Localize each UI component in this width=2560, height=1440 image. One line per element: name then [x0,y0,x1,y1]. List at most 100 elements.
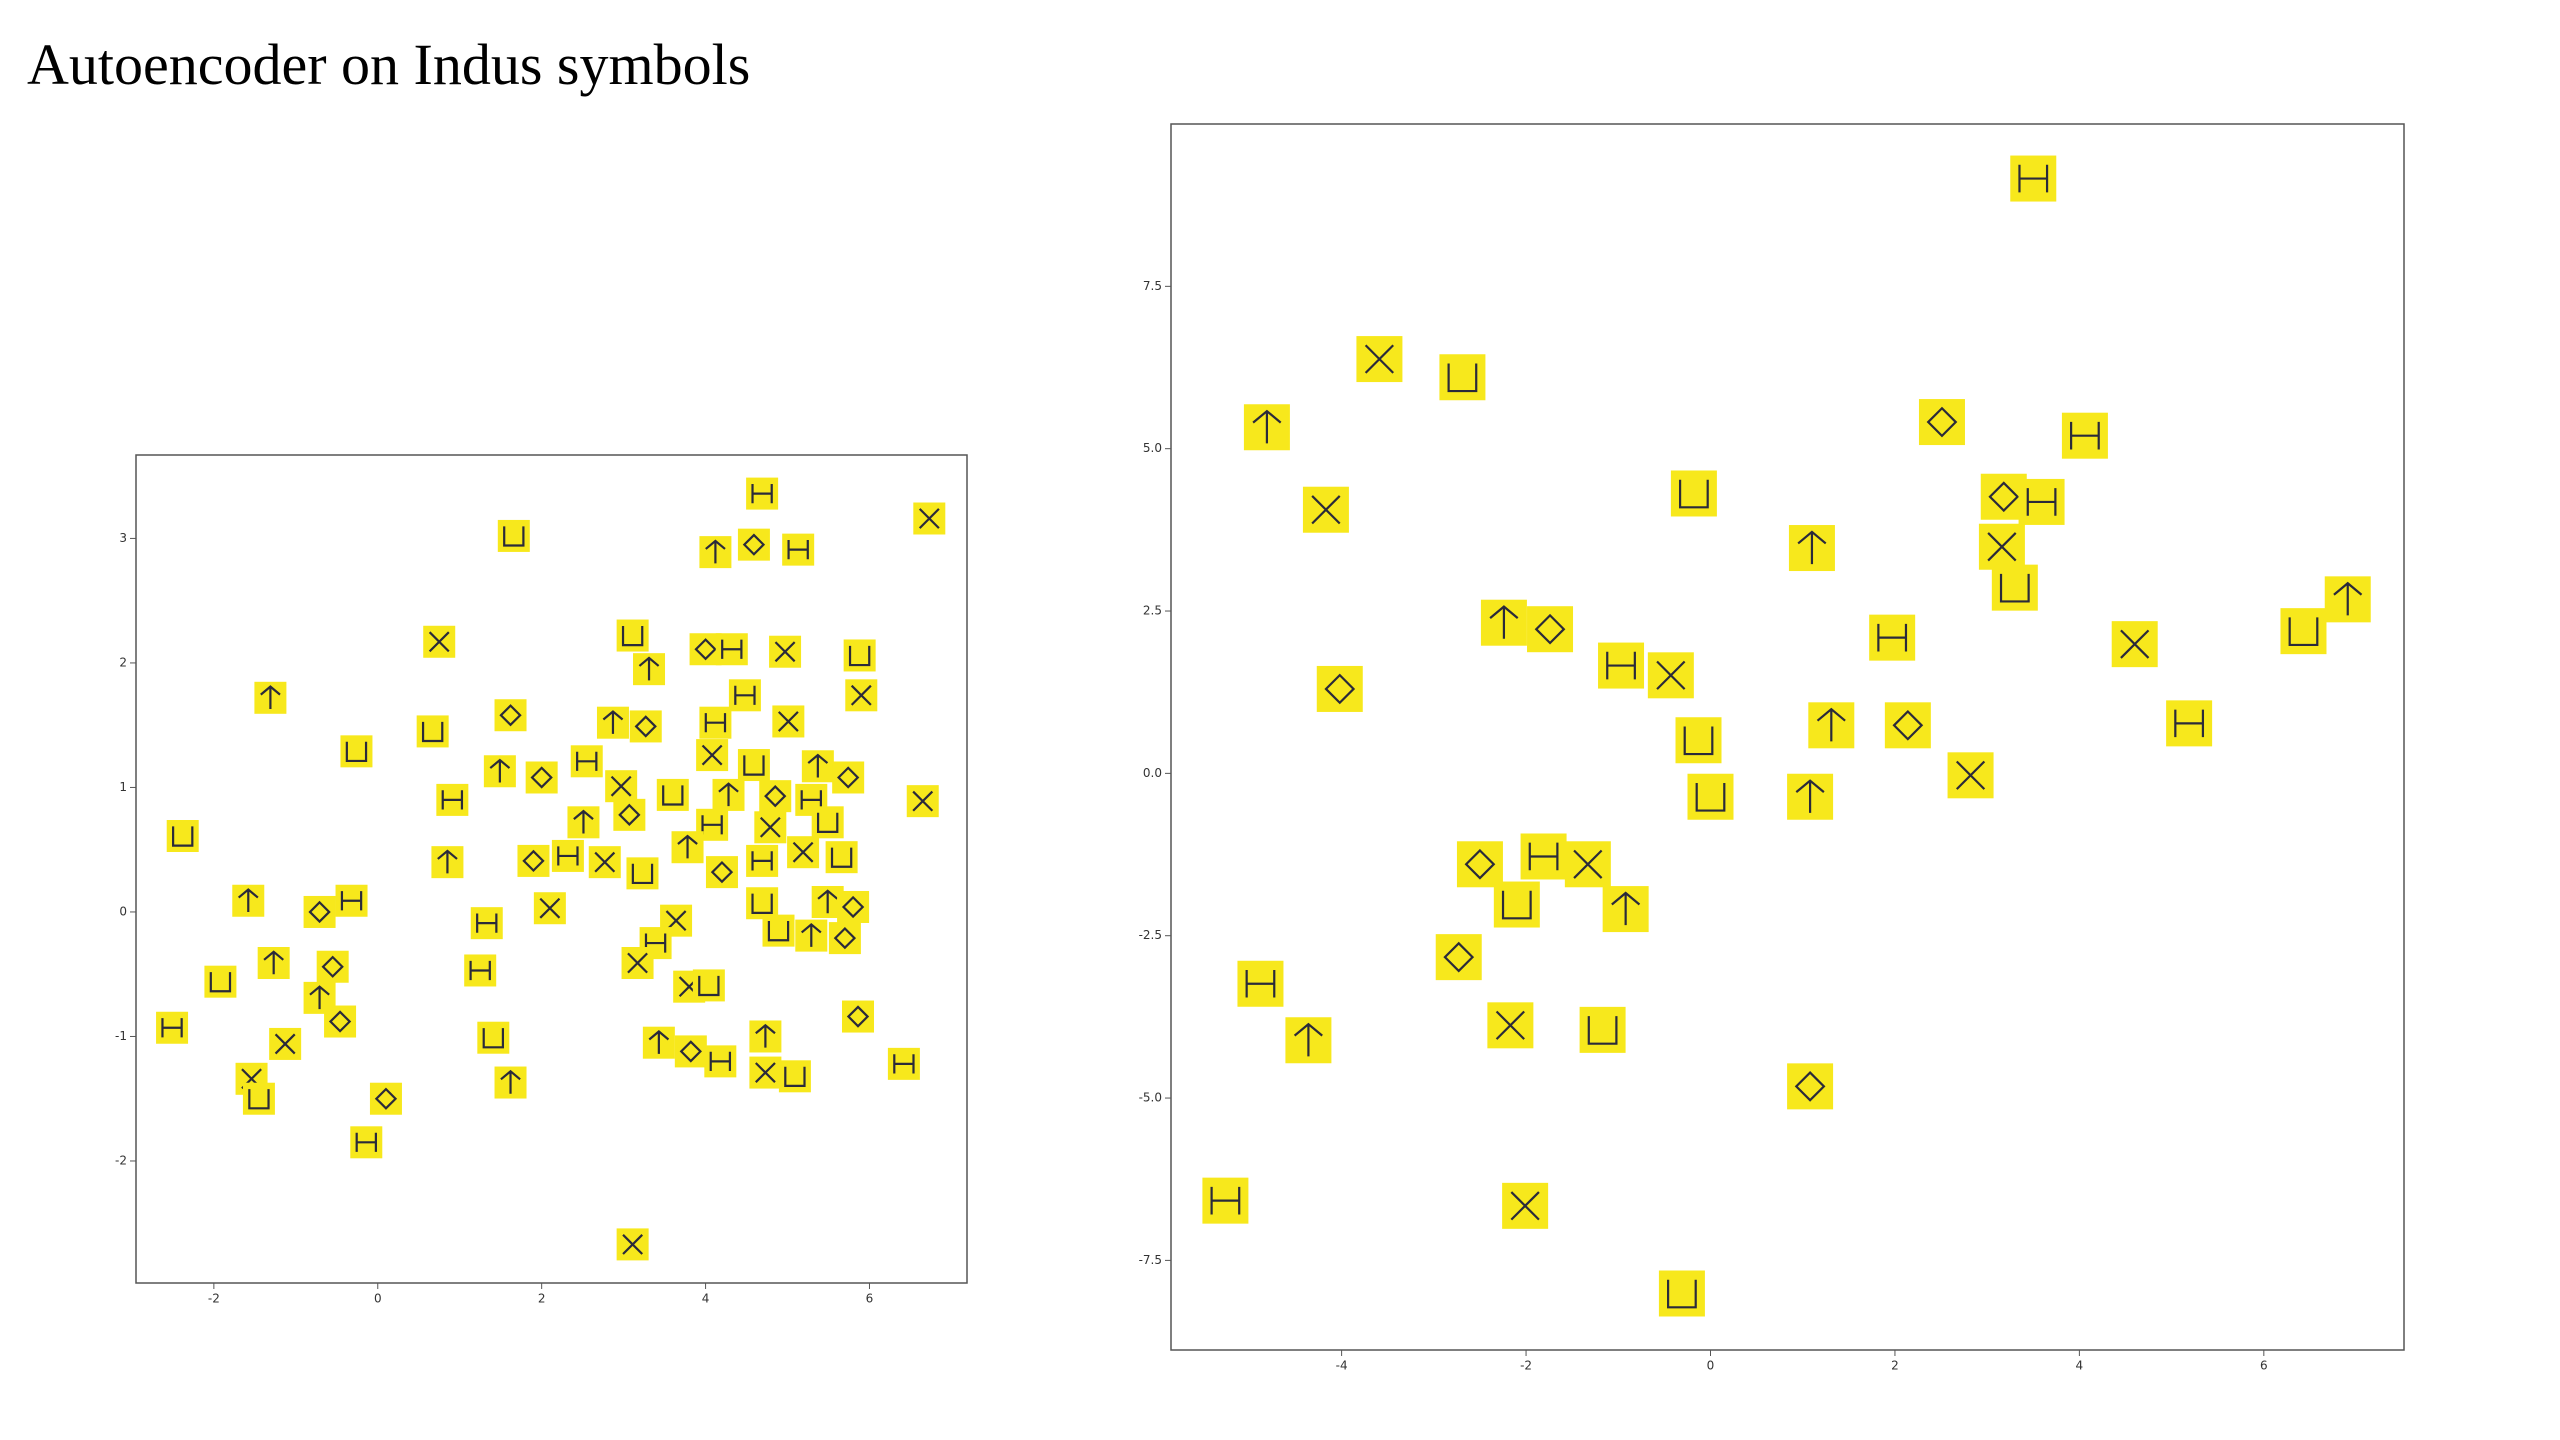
symbol-glyph [751,851,773,871]
symbol-glyph [428,631,450,653]
symbol-glyph [816,812,839,834]
symbol-glyph [830,847,853,868]
symbol-marker [303,895,336,928]
symbol-glyph [755,1062,776,1083]
symbol-glyph [631,863,654,885]
symbol-glyph [355,1132,377,1152]
symbol-marker [517,844,550,877]
y-tick-label: 3 [119,531,127,545]
scatter-chart: -2 0 2 4 6 -2 -1 0 1 2 3 [115,454,968,1306]
symbol-glyph [2070,421,2100,450]
symbol-marker [1918,399,1965,446]
symbol-glyph [340,891,363,911]
symbol-glyph [784,1066,806,1088]
x-tick-label: 6 [866,1292,874,1306]
symbol-glyph [499,704,522,727]
symbol-glyph [522,849,545,873]
symbol-marker [692,969,725,1002]
symbol-glyph [441,790,464,810]
y-tick-label: -7.5 [1139,1253,1162,1267]
symbol-marker [316,950,349,983]
symbol-glyph [1797,530,1827,565]
symbol-glyph [800,790,822,810]
y-tick-label: -5.0 [1139,1091,1162,1105]
symbol-glyph [705,539,726,564]
symbol-marker [656,778,689,811]
symbol-glyph [800,922,822,947]
symbol-glyph [1794,1071,1826,1102]
symbol-marker [1527,606,1574,653]
symbol-glyph [742,533,766,556]
symbol-glyph [1683,726,1714,756]
y-tick-label: -1 [115,1029,127,1043]
symbol-glyph [1495,1010,1525,1040]
symbol-glyph [610,775,632,797]
x-tick-label: 2 [538,1292,546,1306]
symbol-glyph [704,713,727,733]
symbol-glyph [437,849,458,874]
symbol-glyph [321,955,344,978]
symbol-glyph [308,900,331,924]
symbol-glyph [1364,344,1394,374]
symbol-marker [759,780,792,813]
symbol-glyph [833,926,857,950]
symbol-glyph [1988,481,2020,513]
symbol-glyph [469,960,491,981]
symbol-glyph [1501,890,1532,920]
symbol-glyph [774,641,796,663]
y-tick-label: 2.5 [1143,604,1162,618]
symbol-glyph [263,950,284,975]
symbol-marker [811,806,844,839]
symbol-glyph [1489,605,1519,639]
symbol-glyph [848,645,871,667]
symbol-marker [1316,665,1363,712]
symbol-glyph [1573,849,1603,879]
symbol-marker [497,519,530,552]
symbol-marker [832,761,865,794]
symbol-marker [166,820,199,853]
symbol-glyph [1245,969,1276,998]
symbol-glyph [557,846,579,866]
symbol-marker [778,1060,811,1093]
symbol-glyph [500,1069,521,1094]
symbol-glyph [694,638,717,661]
y-tick-label: 0.0 [1143,766,1162,780]
symbol-glyph [1892,709,1924,741]
symbol-marker [1435,934,1482,981]
symbol-glyph [634,715,657,738]
x-tick-label: 0 [1707,1359,1715,1373]
symbol-marker [626,857,659,890]
x-tick-label: 4 [702,1292,710,1306]
y-tick-label: 5.0 [1143,441,1162,455]
symbol-glyph [755,1023,776,1048]
symbol-glyph [1443,941,1475,973]
symbol-glyph [1447,363,1478,393]
symbol-glyph [161,1018,183,1038]
plot-frame [135,454,968,1284]
symbol-glyph [1816,707,1846,742]
symbol-glyph [638,656,660,681]
symbol-marker [762,914,795,947]
symbol-glyph [1528,842,1559,871]
symbol-marker [1787,1063,1834,1110]
symbol-glyph [622,1234,644,1255]
symbol-glyph [1795,779,1825,813]
symbol-glyph [837,766,860,789]
symbol-glyph [530,766,553,789]
symbol-glyph [209,972,232,993]
symbol-glyph [709,1051,732,1071]
symbol-glyph [594,851,616,873]
symbol-marker [613,798,646,831]
symbol-marker [737,749,770,782]
symbol-glyph [846,1005,870,1028]
symbol-glyph [539,897,561,919]
symbol-marker [1658,1270,1705,1317]
symbol-marker [416,715,449,748]
symbol-glyph [1667,1279,1697,1309]
symbol-glyph [2333,581,2363,616]
symbol-glyph [503,526,525,547]
symbol-glyph [1611,891,1641,926]
symbol-glyph [1252,409,1282,444]
symbol-glyph [1324,673,1356,705]
